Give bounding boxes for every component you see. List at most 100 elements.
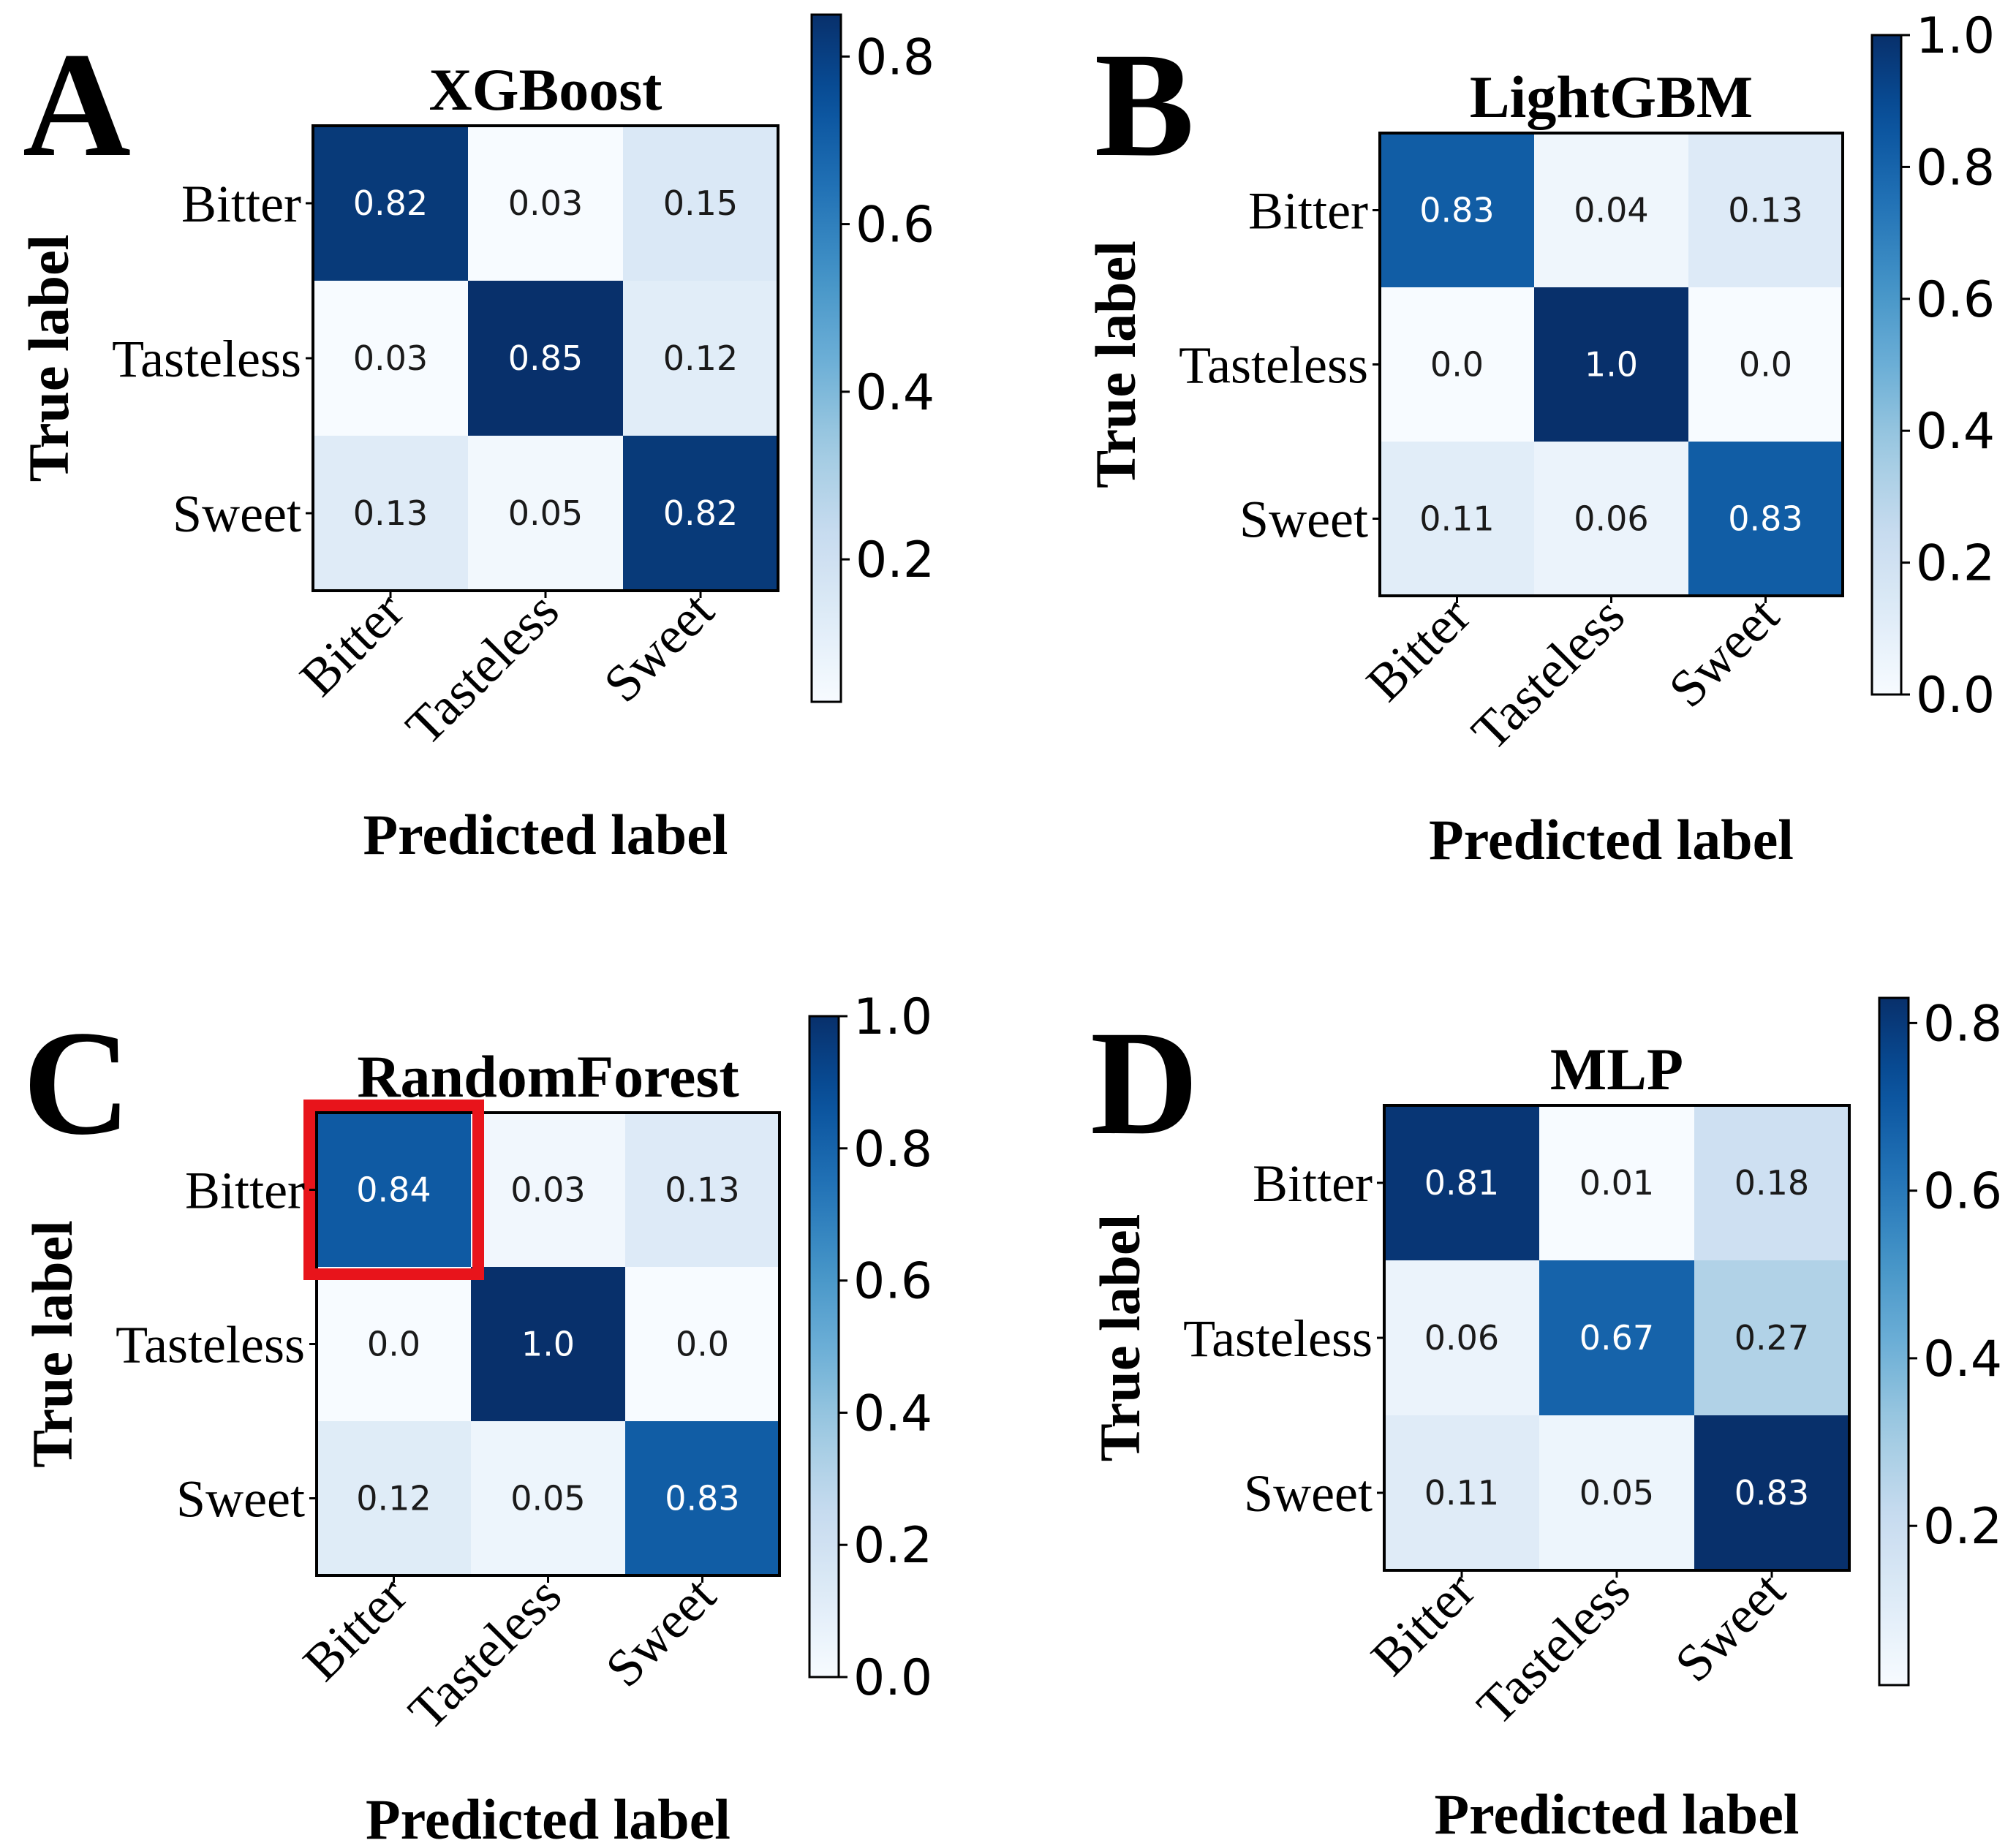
heatmap-cell (468, 281, 624, 436)
cell-value-label: 0.83 (1419, 191, 1494, 230)
heatmap-cell (1688, 442, 1843, 597)
y-tick-label: Bitter (1253, 1154, 1373, 1213)
y-tick-label: Tasteless (112, 330, 301, 388)
heatmap-cell (1534, 287, 1689, 442)
x-tick-label: Tasteless (1460, 586, 1636, 762)
x-tick-label: Bitter (1360, 1561, 1487, 1687)
heatmap-cell (1384, 1105, 1540, 1261)
cell-value-label: 0.06 (1574, 499, 1648, 539)
x-tick-label: Sweet (1664, 1561, 1796, 1693)
heatmap-cell (1384, 1260, 1540, 1416)
cell-value-label: 0.11 (1419, 499, 1494, 539)
cell-value-label: 0.0 (1739, 345, 1792, 385)
cell-value-label: 0.13 (1728, 191, 1802, 230)
colorbar-tick-label: 0.4 (853, 1385, 932, 1442)
colorbar-tick-label: 0.4 (1916, 403, 1995, 461)
heatmap-cell (1384, 1415, 1540, 1571)
heatmap-cell (313, 281, 469, 436)
heatmap-cell (317, 1113, 472, 1268)
cell-value-label: 0.11 (1424, 1473, 1499, 1513)
cell-value-label: 0.13 (353, 493, 428, 533)
confusion-matrix-panel-a: A XGBoost 0.82 0.03 0.15 0.03 0.85 0.12 0.13 0.05… (17, 13, 935, 866)
cell-value-label: 0.03 (510, 1170, 585, 1210)
colorbar-tick-label: 0.2 (1923, 1498, 2002, 1556)
cell-value-label: 0.0 (676, 1325, 729, 1364)
y-axis-label: True label (17, 235, 80, 482)
colorbar (810, 13, 842, 703)
colorbar-tick-label: 0.4 (1923, 1331, 2002, 1388)
colorbar (808, 1015, 840, 1679)
y-tick-label: Sweet (1244, 1464, 1373, 1523)
cell-value-label: 0.03 (353, 338, 428, 378)
colorbar (1878, 996, 1910, 1687)
cell-value-label: 0.0 (1430, 345, 1484, 385)
x-tick-label: Bitter (292, 1566, 418, 1692)
cell-value-label: 1.0 (1585, 345, 1638, 385)
cell-value-label: 0.27 (1734, 1318, 1809, 1358)
panel-letter: B (1095, 22, 1195, 188)
heatmap-cell (468, 436, 624, 591)
cell-value-label: 0.83 (665, 1479, 739, 1518)
x-axis-label: Predicted label (1435, 1782, 1800, 1843)
cell-value-label: 0.03 (508, 183, 583, 223)
colorbar-tick-label: 0.2 (1916, 535, 1995, 593)
colorbar-tick-label: 0.8 (1916, 139, 1995, 197)
heatmap-cell (471, 1421, 626, 1576)
heatmap-cell (1694, 1260, 1850, 1416)
colorbar-tick-label: 0.6 (1916, 271, 1995, 329)
cell-value-label: 0.85 (508, 338, 583, 378)
x-tick-label: Tasteless (395, 581, 570, 757)
cell-value-label: 0.12 (663, 338, 738, 378)
x-tick-label: Sweet (594, 1566, 727, 1698)
cell-value-label: 0.67 (1579, 1318, 1654, 1358)
x-axis-label: Predicted label (1429, 808, 1794, 871)
x-tick-label: Tasteless (397, 1566, 573, 1741)
heatmap-cell (1688, 133, 1843, 288)
colorbar-tick-label: 0.8 (1923, 995, 2002, 1053)
colorbar-tick-label: 0.0 (853, 1649, 932, 1707)
colorbar-tick-label: 0.6 (856, 197, 935, 254)
colorbar-tick-label: 0.2 (856, 531, 935, 589)
heatmap-cell (623, 281, 779, 436)
chart-title: LightGBM (1470, 64, 1753, 130)
cell-value-label: 0.81 (1424, 1163, 1499, 1203)
x-tick-label: Bitter (1355, 586, 1481, 713)
cell-value-label: 0.05 (1579, 1473, 1654, 1513)
x-axis-label: Predicted label (363, 803, 728, 866)
heatmap-cell (1694, 1105, 1850, 1261)
colorbar-tick-label: 1.0 (1916, 7, 1995, 65)
heatmap-cell (317, 1267, 472, 1422)
colorbar-tick-label: 0.8 (853, 1121, 932, 1178)
heatmap-cell (1539, 1105, 1695, 1261)
chart-title: RandomForest (357, 1043, 739, 1110)
heatmap-cell (471, 1267, 626, 1422)
heatmap-cell (313, 126, 469, 281)
heatmap-cell (625, 1113, 780, 1268)
colorbar-tick-label: 0.0 (1916, 667, 1995, 724)
y-tick-label: Sweet (176, 1470, 305, 1529)
cell-value-label: 0.05 (508, 493, 583, 533)
panel-letter: A (23, 22, 131, 188)
cell-value-label: 0.18 (1734, 1163, 1809, 1203)
heatmap-cell (1380, 442, 1535, 597)
colorbar-tick-label: 0.8 (856, 29, 935, 86)
confusion-matrix-panel-b: B LightGBM 0.83 0.04 0.13 0.0 1.0 0.0 0.11 0.06 0.… (1084, 7, 1995, 871)
y-axis-label: True label (1084, 241, 1147, 488)
x-tick-label: Sweet (1658, 586, 1790, 719)
colorbar-tick-label: 0.6 (1923, 1163, 2002, 1221)
cell-value-label: 0.13 (665, 1170, 739, 1210)
cell-value-label: 0.06 (1424, 1318, 1499, 1358)
y-tick-label: Tasteless (1179, 336, 1368, 395)
y-tick-label: Bitter (1248, 182, 1368, 241)
colorbar (1870, 34, 1903, 696)
cell-value-label: 0.82 (663, 493, 738, 533)
y-axis-label: True label (20, 1220, 84, 1468)
y-tick-label: Bitter (185, 1162, 305, 1220)
x-axis-label: Predicted label (366, 1787, 730, 1843)
cell-value-label: 0.83 (1728, 499, 1802, 539)
cell-value-label: 0.15 (663, 183, 738, 223)
chart-title: XGBoost (429, 56, 662, 123)
cell-value-label: 0.01 (1579, 1163, 1654, 1203)
heatmap-cell (623, 436, 779, 591)
